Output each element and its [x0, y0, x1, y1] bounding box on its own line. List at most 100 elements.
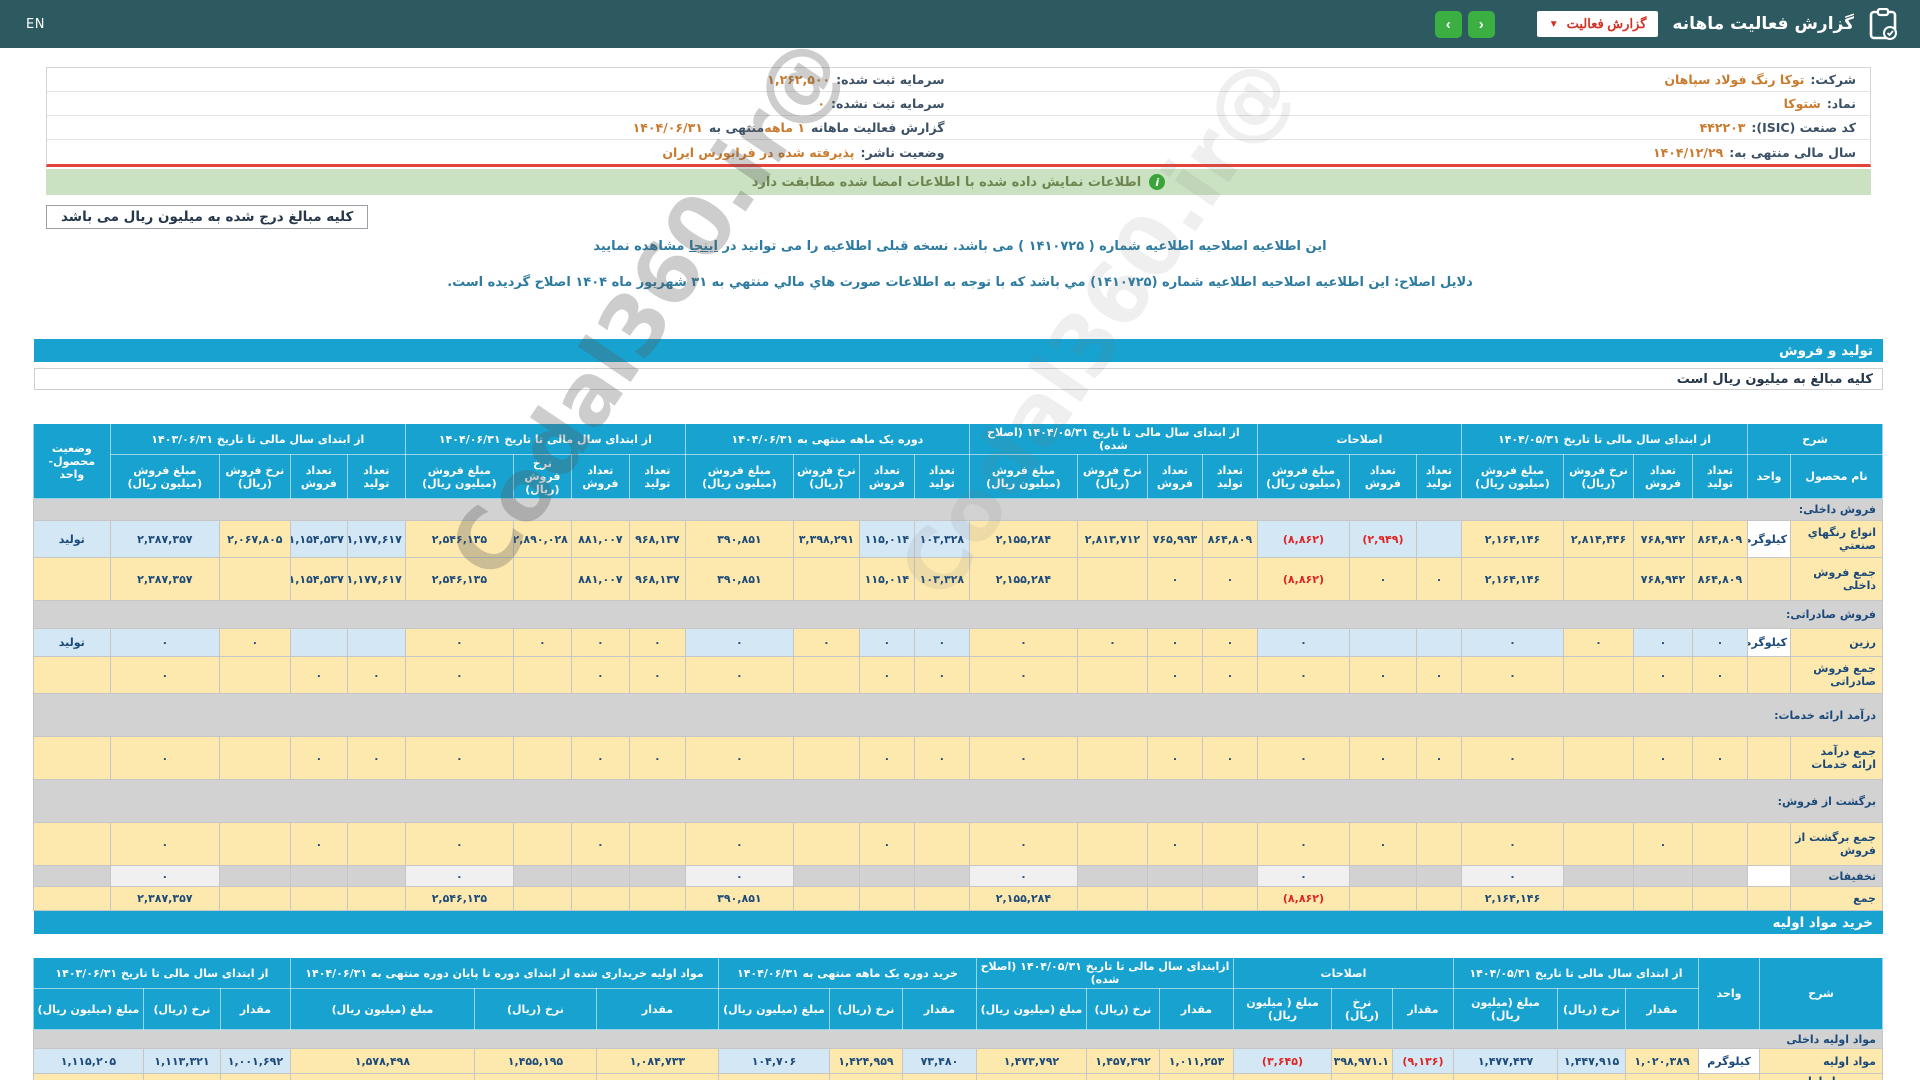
value-cell [219, 866, 290, 887]
value-cell: ۰ [405, 823, 513, 866]
value-cell [1564, 558, 1634, 601]
value-cell: ۲,۱۶۴,۱۴۶ [1461, 558, 1563, 601]
amounts-unit-note-box: کلیه مبالغ درج شده به میلیون ریال می باش… [46, 205, 368, 229]
amounts-row-note: کلیه مبالغ به میلیون ریال است [34, 368, 1883, 390]
value-cell: ۱,۱۱۳,۳۲۱ [143, 1049, 220, 1074]
value-cell [513, 887, 571, 911]
value-cell: ۰ [474, 1074, 596, 1080]
report-type-dropdown-label: گزارش فعالیت [1567, 16, 1647, 32]
header-period-group: ازابتدای سال مالی تا تاریخ ۱۴۰۴/۰۵/۳۱ (ا… [976, 958, 1233, 989]
previous-report-button[interactable]: ‹ [1468, 11, 1495, 38]
raw-materials-data-table: شرحواحداز ابتدای سال مالی تا تاریخ ۱۴۰۴/… [33, 957, 1883, 1080]
row-label-cell: جمع برگشت از فروش [1791, 823, 1883, 866]
value-cell: ۲,۱۵۵,۲۸۴ [969, 887, 1077, 911]
value-cell: ۰ [1147, 558, 1202, 601]
value-cell: ۲,۱۶۴,۱۴۶ [1461, 521, 1563, 558]
row-label-cell: انواع رنگهاي صنعتي [1791, 521, 1883, 558]
company-info-row: سال مالی منتهی به:۱۴۰۴/۱۲/۲۹ [959, 140, 1871, 164]
value-cell: ۰ [219, 629, 290, 657]
row-unit-cell [1748, 823, 1791, 866]
header-period-group: دوره یک ماهه منتهی به ۱۴۰۴/۰۶/۳۱ [685, 424, 969, 455]
value-cell: ۲,۳۸۷,۳۵۷ [110, 887, 219, 911]
value-cell: ۰ [914, 657, 969, 694]
value-cell [1147, 866, 1202, 887]
header-sharh: شرح [1760, 958, 1883, 1030]
company-info-row: گزارش فعالیت ماهانه۱ ماههمنتهی به۱۴۰۴/۰۶… [47, 116, 959, 140]
header-subcolumn: تعداد تولید [1416, 455, 1461, 499]
header-period-group: از ابتدای سال مالی تا تاریخ ۱۴۰۴/۰۵/۳۱ [1453, 958, 1698, 989]
value-cell [1147, 887, 1202, 911]
value-cell [347, 629, 405, 657]
value-cell [1416, 823, 1461, 866]
value-cell: ۰ [1461, 657, 1563, 694]
value-cell: ۱۰۳,۳۲۸ [914, 521, 969, 558]
raw-materials-table: شرحواحداز ابتدای سال مالی تا تاریخ ۱۴۰۴/… [34, 957, 1883, 1080]
value-cell: ۱,۴۴۷,۹۱۵ [1558, 1049, 1626, 1074]
value-cell [859, 866, 914, 887]
production-sales-data-table: شرحاز ابتدای سال مالی تا تاریخ ۱۴۰۴/۰۵/۳… [33, 423, 1883, 911]
value-cell: (۸,۸۶۲) [1257, 558, 1349, 601]
row-label-cell: مواد اولیه [1760, 1049, 1883, 1074]
value-cell: ۱,۰۸۴,۷۳۳ [596, 1049, 718, 1074]
revision-note: این اطلاعیه اصلاحیه اطلاعیه شماره ( ۱۴۱۰… [0, 239, 1920, 254]
value-cell [1077, 887, 1147, 911]
value-cell: ۰ [1331, 1074, 1392, 1080]
value-cell: ۰ [969, 629, 1077, 657]
status-cell [33, 657, 110, 694]
value-cell [859, 887, 914, 911]
header-subcolumn: نرخ فروش (ریال) [793, 455, 859, 499]
header-subcolumn: تعداد تولید [629, 455, 685, 499]
header-subcolumn: مقدار [596, 989, 718, 1030]
value-cell: ۰ [1257, 737, 1349, 780]
table-row: انواع رنگهاي صنعتيكيلوگرم۸۶۴,۸۰۹۷۶۸,۹۴۲۲… [33, 521, 1882, 558]
previous-version-link[interactable]: اینجا [689, 239, 718, 254]
value-cell: ۰ [347, 657, 405, 694]
section-band-production-sales: تولید و فروش [34, 339, 1883, 362]
value-cell: ۰ [969, 823, 1077, 866]
company-info-row: سرمایه ثبت نشده:۰ [47, 92, 959, 116]
value-cell: ۰ [1392, 1074, 1453, 1080]
value-cell: ۰ [1693, 657, 1748, 694]
group-header-cell: درآمد ارائه خدمات: [33, 694, 1882, 737]
value-cell: ۰ [685, 737, 793, 780]
table-row: برگشت از فروش: [33, 780, 1882, 823]
report-type-dropdown[interactable]: گزارش فعالیت ▼ [1537, 11, 1659, 37]
language-en-link[interactable]: EN [26, 17, 45, 32]
next-report-button[interactable]: › [1435, 11, 1462, 38]
value-cell: ۱۰۴,۷۰۶ [718, 1049, 829, 1074]
value-cell [219, 737, 290, 780]
table-row: مواد اولیه داخلی [33, 1030, 1882, 1049]
header-subcolumn: نرخ فروش (ریال) [1077, 455, 1147, 499]
group-header-cell: فروش داخلی: [33, 499, 1882, 521]
value-cell [793, 657, 859, 694]
row-unit-cell [1748, 657, 1791, 694]
header-subcolumn: مبلغ فروش (میلیون ریال) [110, 455, 219, 499]
value-cell: (۸,۸۶۲) [1257, 521, 1349, 558]
header-subcolumn: مبلغ (میلیون ریال) [1453, 989, 1557, 1030]
value-cell: ۱,۰۲۰,۳۸۹ [1626, 1049, 1699, 1074]
row-label-cell: جمع مواد اولیه داخلی [1760, 1074, 1883, 1080]
value-cell: ۱,۴۵۷,۳۹۲ [1086, 1049, 1159, 1074]
value-cell: ۱,۰۰۱,۶۹۲ [220, 1049, 290, 1074]
row-unit-cell: کیلوگرم [1699, 1049, 1760, 1074]
value-cell [1564, 887, 1634, 911]
table-row: درآمد ارائه خدمات: [33, 694, 1882, 737]
value-cell [793, 887, 859, 911]
value-cell: ۰ [1461, 737, 1563, 780]
value-cell [793, 737, 859, 780]
value-cell: (۸,۸۶۲) [1257, 887, 1349, 911]
value-cell: ۰ [1147, 737, 1202, 780]
value-cell [219, 823, 290, 866]
header-subcolumn: تعداد فروش [1147, 455, 1202, 499]
value-cell [347, 823, 405, 866]
value-cell: ۰ [110, 657, 219, 694]
header-subcolumn: تعداد تولید [347, 455, 405, 499]
header-subcolumn: تعداد فروش [1634, 455, 1693, 499]
value-cell: ۰ [629, 629, 685, 657]
value-cell [1202, 887, 1257, 911]
value-cell: ۷۶۸,۹۴۲ [1634, 521, 1693, 558]
row-label-cell: رزین [1791, 629, 1883, 657]
section-band-raw-materials: خرید مواد اولیه [34, 911, 1883, 934]
value-cell: ۰ [1202, 558, 1257, 601]
value-cell [1416, 629, 1461, 657]
